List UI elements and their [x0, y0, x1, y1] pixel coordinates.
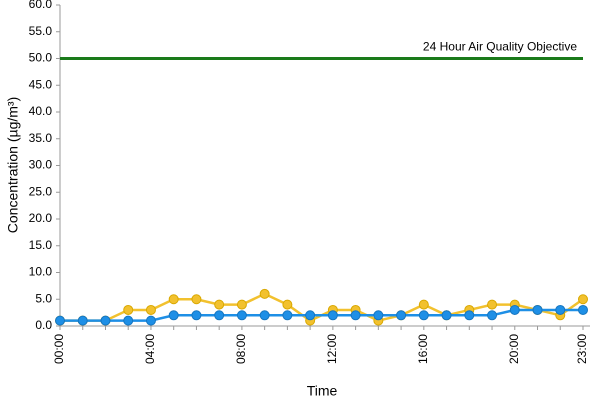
x-tick-label: 12:00 [325, 334, 339, 364]
x-tick-label: 08:00 [234, 334, 248, 364]
data-point [100, 315, 111, 326]
y-tick-label: 5.0 [35, 291, 52, 305]
data-point [305, 310, 316, 321]
data-point [123, 315, 134, 326]
data-point [282, 310, 293, 321]
reference-label: 24 Hour Air Quality Objective [423, 40, 577, 54]
data-point [396, 310, 407, 321]
x-tick-label: 16:00 [416, 334, 430, 364]
data-point [578, 294, 588, 305]
data-point [145, 315, 156, 326]
data-point [236, 310, 247, 321]
y-tick-label: 45.0 [29, 77, 53, 91]
data-point [123, 304, 134, 315]
x-tick-label: 20:00 [507, 334, 521, 364]
data-point [487, 310, 498, 321]
data-point [77, 315, 88, 326]
data-point [441, 310, 452, 321]
y-tick-label: 20.0 [29, 211, 53, 225]
y-tick-label: 50.0 [29, 51, 53, 65]
data-point [145, 304, 156, 315]
series-line [60, 308, 583, 322]
x-axis-title: Time [307, 383, 338, 399]
y-tick-label: 0.0 [35, 318, 52, 332]
data-point [532, 304, 543, 315]
y-tick-label: 55.0 [29, 24, 53, 38]
data-point [464, 310, 475, 321]
data-point [214, 299, 225, 310]
x-tick-label: 04:00 [143, 334, 157, 364]
data-point [214, 310, 225, 321]
y-tick-label: 60.0 [29, 0, 53, 11]
data-point [418, 310, 429, 321]
data-point [259, 288, 270, 299]
y-tick-label: 10.0 [29, 265, 53, 279]
data-point [373, 310, 384, 321]
data-point [191, 294, 202, 305]
data-point [259, 310, 270, 321]
y-tick-label: 40.0 [29, 104, 53, 118]
data-point [236, 299, 247, 310]
y-tick-label: 30.0 [29, 158, 53, 172]
data-point [509, 304, 520, 315]
data-point [555, 304, 566, 315]
y-axis-title: Concentration (µg/m³) [5, 97, 21, 233]
data-point [168, 310, 179, 321]
data-point [168, 294, 179, 305]
x-tick-label: 23:00 [575, 334, 589, 364]
data-point [282, 299, 293, 310]
y-tick-label: 25.0 [29, 184, 53, 198]
data-point [327, 310, 338, 321]
data-point [55, 315, 65, 326]
data-point [350, 310, 361, 321]
data-point [191, 310, 202, 321]
data-point [418, 299, 429, 310]
data-point [578, 304, 588, 315]
x-tick-label: 00:00 [52, 334, 66, 364]
y-tick-label: 15.0 [29, 238, 53, 252]
series-line [60, 292, 584, 323]
data-point [487, 299, 498, 310]
y-tick-label: 35.0 [29, 131, 53, 145]
